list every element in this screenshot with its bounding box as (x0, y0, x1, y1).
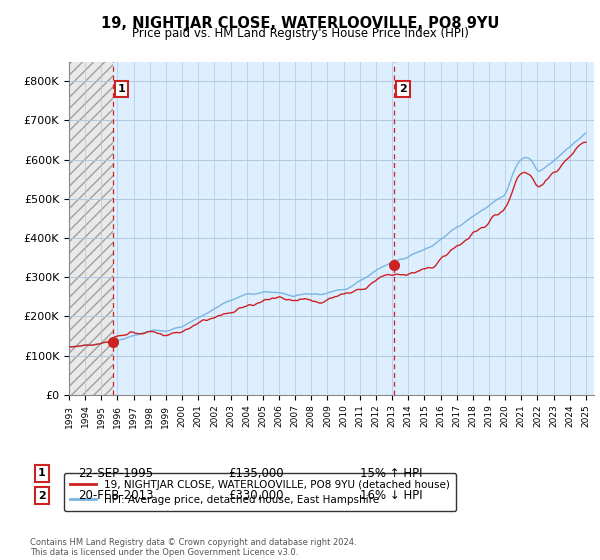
Text: £135,000: £135,000 (228, 466, 284, 480)
Text: £330,000: £330,000 (228, 489, 284, 502)
Text: Price paid vs. HM Land Registry's House Price Index (HPI): Price paid vs. HM Land Registry's House … (131, 27, 469, 40)
Text: 2: 2 (399, 84, 407, 94)
Bar (69, 62, 113, 395)
Legend: 19, NIGHTJAR CLOSE, WATERLOOVILLE, PO8 9YU (detached house), HPI: Average price,: 19, NIGHTJAR CLOSE, WATERLOOVILLE, PO8 9… (64, 473, 457, 511)
Text: 1: 1 (38, 468, 46, 478)
Text: 15% ↑ HPI: 15% ↑ HPI (360, 466, 422, 480)
Text: 16% ↓ HPI: 16% ↓ HPI (360, 489, 422, 502)
Text: Contains HM Land Registry data © Crown copyright and database right 2024.
This d: Contains HM Land Registry data © Crown c… (30, 538, 356, 557)
Text: 20-FEB-2013: 20-FEB-2013 (78, 489, 154, 502)
Text: 19, NIGHTJAR CLOSE, WATERLOOVILLE, PO8 9YU: 19, NIGHTJAR CLOSE, WATERLOOVILLE, PO8 9… (101, 16, 499, 31)
Text: 2: 2 (38, 491, 46, 501)
Text: 1: 1 (118, 84, 125, 94)
Text: 22-SEP-1995: 22-SEP-1995 (78, 466, 153, 480)
